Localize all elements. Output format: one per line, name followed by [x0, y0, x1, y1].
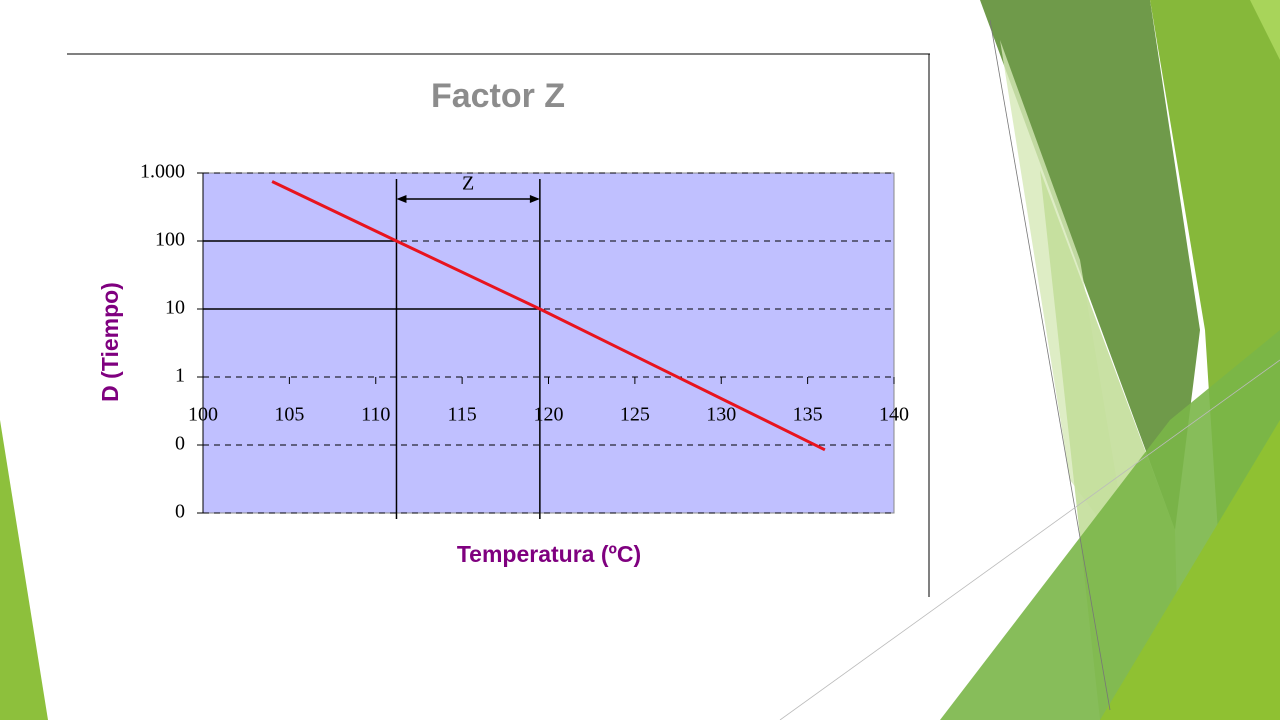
z-arrowhead — [529, 195, 540, 203]
y-tick-label: 10 — [165, 297, 185, 319]
z-arrowhead — [396, 195, 407, 203]
x-axis-label: Temperatura (ºC) — [457, 541, 641, 567]
data-line — [271, 180, 826, 452]
y-tick-label: 100 — [155, 229, 185, 251]
chart-title: Factor Z — [431, 77, 565, 115]
x-tick-label: 105 — [274, 404, 304, 426]
y-axis-label: D (Tiempo) — [97, 282, 123, 402]
x-tick-label: 135 — [793, 404, 823, 426]
x-tick-label: 110 — [361, 404, 390, 426]
x-tick-label: 115 — [447, 404, 476, 426]
annotation: Z — [462, 173, 474, 195]
y-tick-label: 0 — [175, 501, 185, 523]
x-tick-label: 130 — [706, 404, 736, 426]
x-tick-label: 120 — [534, 404, 564, 426]
plot-area — [202, 172, 895, 514]
y-tick-label: 0 — [175, 433, 185, 455]
x-tick-label: 100 — [188, 404, 218, 426]
x-tick-label: 125 — [620, 404, 650, 426]
y-tick-label: 1.000 — [140, 161, 185, 183]
y-tick-label: 1 — [175, 365, 185, 387]
x-tick-label: 140 — [879, 404, 909, 426]
